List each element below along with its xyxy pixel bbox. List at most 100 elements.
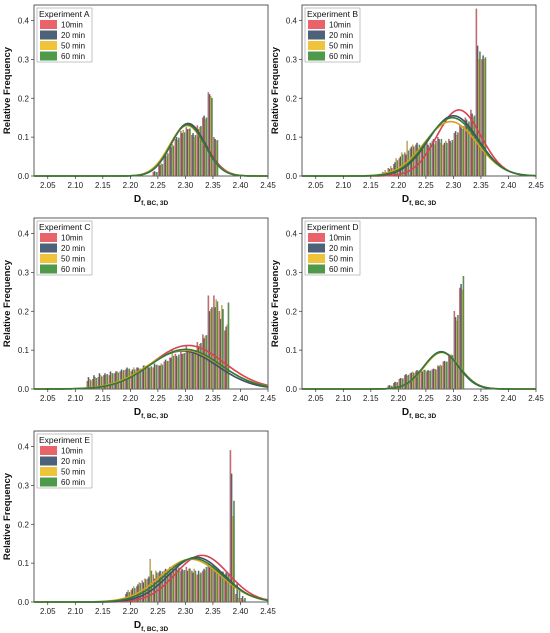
bar-10min <box>152 367 155 390</box>
bar-10min <box>169 566 171 603</box>
legend-entry: 50 min <box>329 255 353 264</box>
x-tick-label: 2.10 <box>68 607 84 616</box>
y-tick-label: 0.4 <box>286 17 298 26</box>
bar-10min <box>448 353 450 390</box>
legend-entry: 20 min <box>61 31 85 40</box>
legend-title: Experiment B <box>307 9 358 19</box>
bar-10min <box>114 373 116 390</box>
x-tick-label: 2.15 <box>363 181 379 190</box>
bar-10min <box>437 137 439 177</box>
bar-10min <box>207 92 210 177</box>
bar-50min <box>472 117 474 177</box>
bar-50min <box>160 163 162 177</box>
bar-10min <box>152 171 155 177</box>
bar-20min <box>208 94 211 177</box>
legend-entry: 60 min <box>61 478 85 487</box>
bar-60min <box>238 590 241 603</box>
bar-10min <box>475 8 478 177</box>
bar-20min <box>170 146 172 177</box>
bar-50min <box>166 361 168 390</box>
legend-entry: 20 min <box>329 244 353 253</box>
legend-swatch <box>40 254 57 263</box>
y-tick-label: 0.4 <box>18 443 30 452</box>
y-tick-label: 0.1 <box>18 133 30 142</box>
bar-20min <box>454 316 457 390</box>
x-tick-label: 2.30 <box>178 181 194 190</box>
bar-50min <box>445 362 447 390</box>
bar-10min <box>207 563 210 603</box>
bar-20min <box>219 318 222 390</box>
bar-10min <box>426 142 428 177</box>
bar-20min <box>432 138 435 177</box>
bar-20min <box>186 129 189 177</box>
bar-20min <box>465 119 468 177</box>
bar-10min <box>481 59 483 177</box>
bar-50min <box>160 363 162 390</box>
x-tick-label: 2.35 <box>205 607 221 616</box>
bar-60min <box>167 153 169 177</box>
bar-10min <box>202 334 204 390</box>
y-tick-label: 0.3 <box>286 268 298 277</box>
bar-10min <box>163 361 166 390</box>
bar-60min <box>200 126 202 177</box>
x-tick-label: 2.45 <box>260 181 276 190</box>
bar-60min <box>189 568 191 603</box>
x-axis-label: Df, BC, 3D <box>402 407 437 420</box>
bar-10min <box>442 361 445 390</box>
legend-swatch <box>308 254 325 263</box>
bar-60min <box>227 302 230 390</box>
x-tick-label: 2.15 <box>95 607 111 616</box>
bar-10min <box>158 164 160 177</box>
legend-swatch <box>40 446 57 455</box>
bar-10min <box>180 351 182 390</box>
bar-10min <box>141 369 144 390</box>
bar-60min <box>211 307 213 390</box>
bar-10min <box>147 365 149 390</box>
legend-entry: 10min <box>61 21 83 30</box>
bar-20min <box>236 582 238 603</box>
bar-10min <box>415 144 417 177</box>
bar-20min <box>482 55 484 177</box>
legend-entry: 60 min <box>61 265 85 274</box>
bar-60min <box>440 365 443 390</box>
bar-10min <box>196 342 199 390</box>
bar-60min <box>429 370 432 390</box>
bar-20min <box>192 572 194 603</box>
bar-60min <box>244 597 246 603</box>
bar-50min <box>221 305 223 390</box>
bar-60min <box>446 142 448 177</box>
bar-50min <box>450 354 452 390</box>
y-tick-label: 0.2 <box>18 94 30 103</box>
bar-10min <box>459 287 461 390</box>
bar-50min <box>132 367 135 390</box>
bar-50min <box>478 59 480 177</box>
bar-20min <box>471 113 473 177</box>
bar-60min <box>205 335 208 390</box>
x-tick-label: 2.35 <box>205 181 221 190</box>
bar-20min <box>192 133 194 177</box>
bar-10min <box>174 353 177 390</box>
legend-entry: 50 min <box>329 42 353 51</box>
legend-entry: 50 min <box>61 42 85 51</box>
chart-panel-1: 2.05 2.10 2.15 2.20 2.25 2.30 2.35 2.40 2.45 0.0 0… <box>2 4 276 207</box>
bar-20min <box>115 371 117 390</box>
bar-60min <box>222 571 224 603</box>
bar-50min <box>204 336 206 390</box>
bar-50min <box>439 364 441 390</box>
x-tick-label: 2.10 <box>68 181 84 190</box>
bar-60min <box>134 369 136 390</box>
x-tick-label: 2.20 <box>391 181 407 190</box>
bar-50min <box>182 130 184 177</box>
bar-10min <box>191 570 193 603</box>
bar-20min <box>203 568 205 603</box>
bar-20min <box>476 45 479 177</box>
y-axis-label: Relative Frequency <box>270 46 281 134</box>
fit-curve-60min <box>302 116 537 177</box>
bar-60min <box>106 374 109 390</box>
y-tick-label: 0.4 <box>18 230 30 239</box>
bar-60min <box>446 361 448 390</box>
chart-panel-4: 2.05 2.10 2.15 2.20 2.25 2.30 2.35 2.40 2.45 0.0 0… <box>270 217 544 420</box>
x-tick-label: 2.05 <box>40 607 56 616</box>
bar-50min <box>434 369 436 390</box>
